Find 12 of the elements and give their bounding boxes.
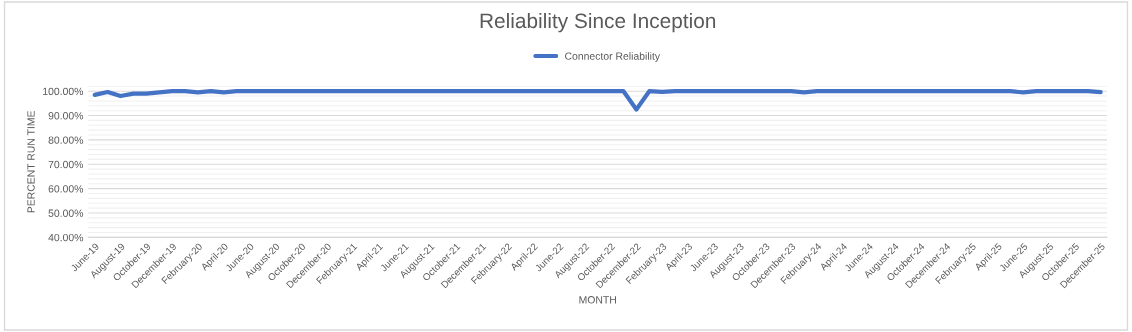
y-tick-label: 80.00% (48, 136, 84, 144)
y-tick-label: 90.00% (48, 112, 84, 120)
y-axis-title: PERCENT RUN TIME (27, 110, 35, 213)
y-tick-label: 70.00% (48, 160, 84, 169)
y-tick-label: 100.00% (43, 87, 84, 96)
legend-label: Connector Reliability (565, 52, 661, 62)
line-series (92, 89, 1103, 112)
y-tick-label: 40.00% (48, 233, 84, 242)
x-axis-title: MONTH (579, 296, 616, 304)
y-tick-label: 60.00% (48, 185, 84, 193)
y-tick-label: 50.00% (48, 209, 84, 217)
chart-title: Reliability Since Inception (480, 12, 716, 33)
